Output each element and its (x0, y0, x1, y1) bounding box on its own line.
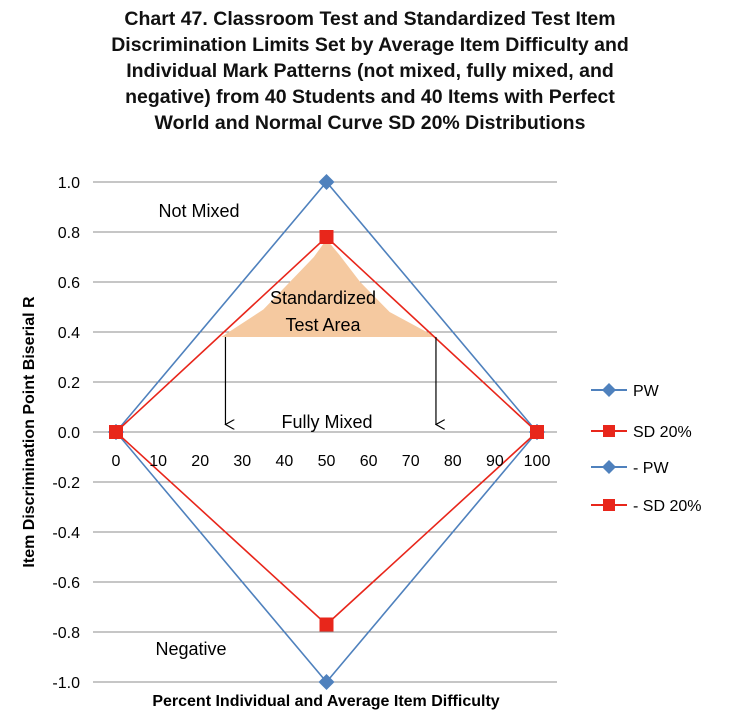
title-line: Chart 47. Classroom Test and Standardize… (124, 8, 616, 30)
arrows (225, 337, 435, 425)
y-tick-label: 0.0 (58, 425, 80, 442)
legend-label: - PW (633, 460, 669, 477)
data-point (318, 174, 335, 190)
y-tick-label: -0.8 (52, 625, 80, 642)
standardized-test-area (221, 239, 436, 337)
label-standardized-area: Standardized (270, 288, 376, 308)
x-tick-label: 10 (149, 453, 167, 470)
title-line: negative) from 40 Students and 40 Items … (125, 86, 615, 108)
legend: PW SD 20% - PW - SD 20% (591, 383, 701, 515)
data-point (530, 425, 544, 439)
y-tick-label: -0.6 (52, 575, 80, 592)
y-tick-label: 0.2 (58, 375, 80, 392)
title-line: Individual Mark Patterns (not mixed, ful… (126, 60, 614, 82)
tick-labels: 1.0 0.8 0.6 0.4 0.2 0.0 -0.2 -0.4 -0.6 -0.8 -1.0 0 1… (52, 175, 550, 692)
y-axis-label: Item Discrimination Point Biserial R (21, 296, 38, 568)
y-tick-label: 0.4 (58, 325, 80, 342)
y-tick-label: 0.8 (58, 225, 80, 242)
series-lines (108, 174, 545, 690)
y-tick-label: 1.0 (58, 175, 80, 192)
label-standardized-area: Test Area (285, 315, 361, 335)
data-point (109, 425, 123, 439)
label-not-mixed: Not Mixed (158, 201, 239, 221)
data-point (602, 460, 616, 474)
x-tick-label: 70 (402, 453, 420, 470)
x-tick-label: 40 (276, 453, 294, 470)
legend-label: - SD 20% (633, 498, 701, 515)
x-tick-label: 100 (524, 453, 551, 470)
data-point (603, 499, 615, 511)
y-tick-label: -0.4 (52, 525, 80, 542)
data-point (602, 383, 616, 397)
chart-title: Chart 47. Classroom Test and Standardize… (20, 6, 720, 136)
x-tick-label: 30 (233, 453, 251, 470)
annotations: Not Mixed Fully Mixed Negative Standardized… (155, 201, 376, 659)
data-point (318, 674, 335, 690)
label-fully-mixed: Fully Mixed (281, 412, 372, 432)
title-line: Discrimination Limits Set by Average Ite… (111, 34, 629, 56)
data-point (319, 230, 334, 244)
y-tick-label: -0.2 (52, 475, 80, 492)
x-tick-label: 60 (360, 453, 378, 470)
x-axis-label: Percent Individual and Average Item Diff… (152, 693, 499, 710)
data-point (319, 617, 334, 632)
label-negative: Negative (155, 639, 226, 659)
x-tick-label: 0 (112, 453, 121, 470)
legend-label: PW (633, 383, 660, 400)
y-tick-label: -1.0 (52, 675, 80, 692)
data-point (603, 425, 615, 437)
x-tick-label: 80 (444, 453, 462, 470)
x-tick-label: 20 (191, 453, 209, 470)
legend-label: SD 20% (633, 424, 692, 441)
y-tick-label: 0.6 (58, 275, 80, 292)
shaded-area-polygon (221, 239, 436, 337)
x-tick-label: 90 (486, 453, 504, 470)
title-line: World and Normal Curve SD 20% Distributi… (154, 112, 586, 134)
x-tick-label: 50 (318, 453, 336, 470)
